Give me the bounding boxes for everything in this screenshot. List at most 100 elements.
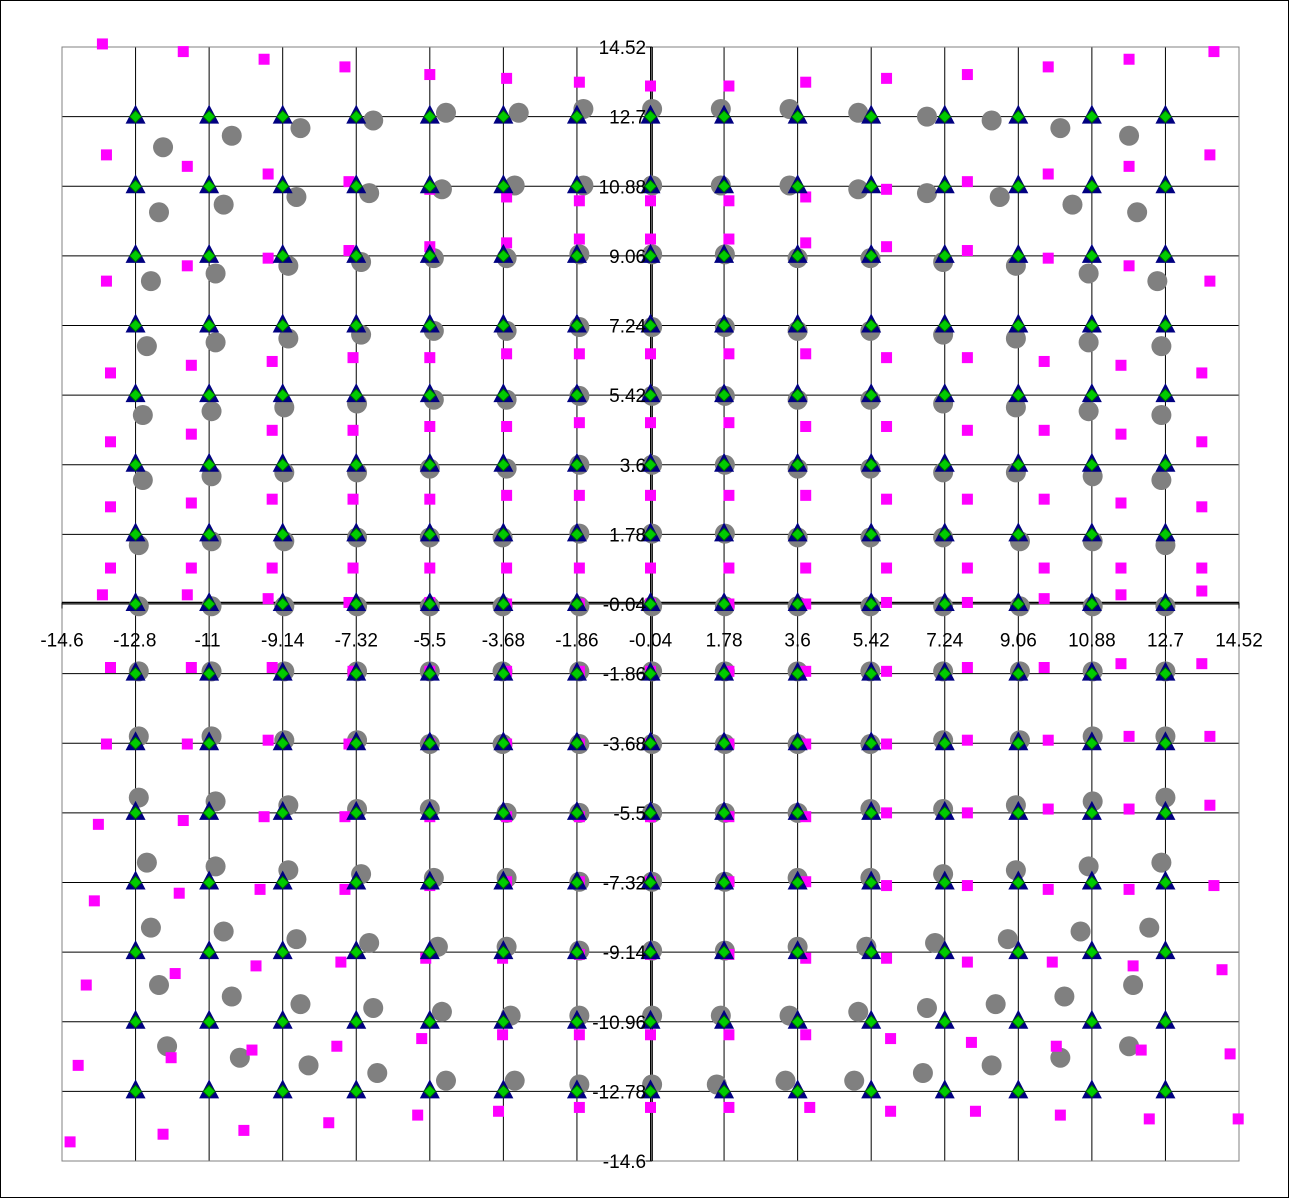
- diamond-marker: [938, 179, 952, 193]
- square-marker: [645, 348, 656, 360]
- circle-marker: [1078, 401, 1099, 422]
- diamond-marker: [423, 318, 437, 333]
- x-tick-label: -11: [194, 630, 220, 651]
- diamond-marker: [570, 318, 584, 333]
- diamond-marker: [496, 945, 511, 959]
- square-marker: [881, 880, 893, 892]
- diamond-marker: [128, 875, 143, 890]
- diamond-marker: [790, 1015, 805, 1029]
- square-marker: [1115, 428, 1127, 440]
- diamond-marker: [1158, 249, 1173, 263]
- circle-marker: [367, 1063, 388, 1084]
- diamond-marker: [423, 388, 437, 402]
- y-tick-label: -5.5: [613, 804, 646, 825]
- y-tick-label: 10.88: [599, 177, 647, 198]
- square-marker: [177, 815, 189, 827]
- diamond-marker: [423, 875, 437, 890]
- square-marker: [961, 245, 973, 257]
- square-marker: [262, 734, 274, 746]
- diamond-marker: [570, 458, 584, 472]
- diamond-marker: [938, 597, 952, 611]
- square-marker: [645, 195, 656, 207]
- diamond-marker: [790, 318, 805, 333]
- diamond-marker: [496, 1015, 511, 1029]
- x-tick-label: -3.68: [482, 630, 525, 651]
- diamond-marker: [1085, 945, 1099, 959]
- diamond-marker: [1085, 458, 1099, 472]
- square-marker: [258, 53, 270, 65]
- square-marker: [501, 489, 513, 501]
- square-marker: [1196, 658, 1208, 670]
- diamond-marker: [275, 109, 290, 124]
- diamond-marker: [570, 1015, 584, 1029]
- square-marker: [343, 245, 355, 257]
- square-marker: [961, 662, 973, 674]
- square-marker: [881, 183, 893, 195]
- square-marker: [645, 80, 656, 92]
- diamond-marker: [1011, 1084, 1026, 1099]
- diamond-marker: [1158, 736, 1173, 750]
- square-marker: [881, 807, 893, 819]
- diamond-marker: [1085, 318, 1099, 333]
- diamond-marker: [423, 249, 437, 263]
- circle-marker: [140, 917, 161, 938]
- circle-marker: [1078, 856, 1099, 877]
- diamond-marker: [128, 318, 143, 333]
- square-marker: [1208, 880, 1220, 892]
- square-marker: [105, 501, 117, 513]
- diamond-marker: [496, 597, 511, 611]
- square-marker: [723, 195, 735, 207]
- diamond-marker: [1158, 109, 1173, 124]
- x-tick-label: -9.14: [261, 630, 305, 651]
- square-marker: [800, 876, 812, 888]
- square-marker: [573, 417, 585, 429]
- circle-marker: [363, 110, 384, 131]
- diamond-marker: [349, 109, 363, 124]
- circle-marker: [1050, 118, 1071, 139]
- diamond-marker: [864, 1015, 878, 1029]
- diamond-marker: [643, 527, 658, 542]
- square-marker: [881, 241, 893, 253]
- diamond-marker: [864, 249, 878, 263]
- circle-marker: [504, 1070, 525, 1091]
- diamond-marker: [570, 1084, 584, 1099]
- square-marker: [723, 417, 735, 429]
- diamond-marker: [717, 1015, 731, 1029]
- square-marker: [961, 734, 973, 746]
- square-marker: [258, 811, 270, 823]
- square-marker: [1115, 497, 1127, 509]
- square-marker: [1042, 61, 1054, 73]
- diamond-marker: [1085, 249, 1099, 263]
- diamond-marker: [790, 736, 805, 750]
- diamond-marker: [202, 945, 216, 959]
- diamond-marker: [643, 736, 658, 750]
- diamond-marker: [202, 388, 216, 402]
- square-marker: [181, 589, 193, 601]
- square-marker: [1143, 1113, 1155, 1125]
- diamond-marker: [864, 458, 878, 472]
- diamond-marker: [864, 875, 878, 890]
- square-marker: [723, 562, 735, 574]
- square-marker: [262, 252, 274, 264]
- circle-marker: [359, 183, 380, 204]
- square-marker: [800, 76, 812, 88]
- diamond-marker: [570, 109, 584, 124]
- diamond-marker: [864, 666, 878, 681]
- diamond-marker: [275, 666, 290, 681]
- diamond-marker: [790, 666, 805, 681]
- square-marker: [1038, 593, 1050, 605]
- square-marker: [100, 149, 112, 161]
- diamond-marker: [275, 179, 290, 193]
- square-marker: [1196, 436, 1208, 448]
- square-marker: [1042, 883, 1054, 895]
- diamond-marker: [1011, 597, 1026, 611]
- square-marker: [573, 195, 585, 207]
- square-marker: [177, 46, 189, 58]
- circle-marker: [848, 179, 869, 200]
- square-marker: [185, 562, 197, 574]
- circle-marker: [985, 994, 1006, 1015]
- square-marker: [1050, 1040, 1062, 1052]
- diamond-marker: [128, 527, 143, 542]
- circle-marker: [205, 263, 226, 284]
- diamond-marker: [570, 945, 584, 959]
